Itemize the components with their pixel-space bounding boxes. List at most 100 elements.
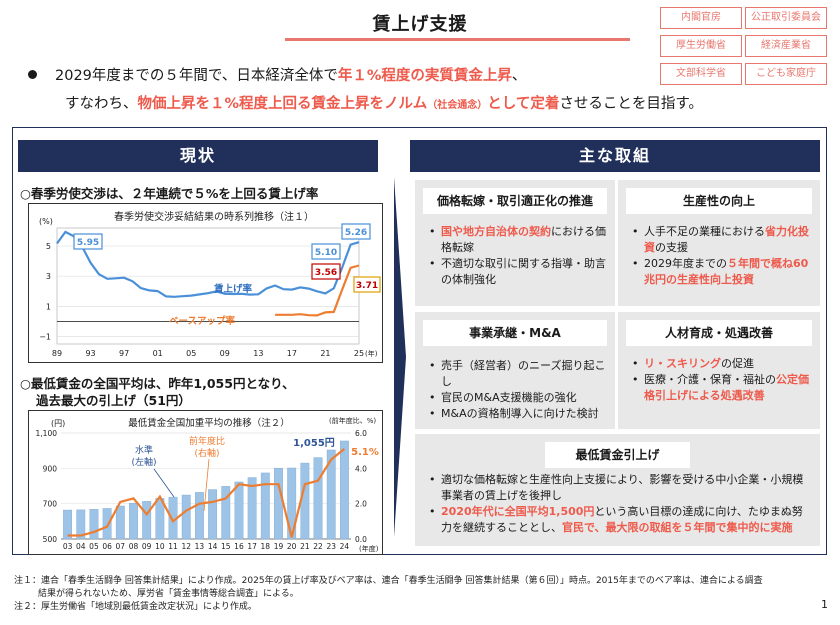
bar-22 [313, 457, 323, 540]
intro-highlight: として定着 [487, 96, 560, 112]
main-frame [12, 127, 827, 555]
bar-12 [181, 494, 191, 540]
panel-bullet: M&Aの資格制導入に向けた検討 [429, 406, 607, 422]
y-tick-label: −1 [39, 332, 51, 341]
current-status-header: 現状 [18, 140, 378, 172]
legend-base: ベースアップ率 [169, 315, 236, 327]
legend-line: 前年度比 [189, 435, 225, 447]
data-label-box [341, 223, 371, 240]
panel-bullet: 人手不足の業種における省力化投資の支援 [632, 224, 812, 256]
x-tick-label: 14 [208, 542, 218, 551]
bar-16 [234, 481, 244, 540]
bar-21 [300, 462, 310, 540]
panel-minimum-wage: 最低賃金引上げ 適切な価格転嫁と生産性向上支援により、影響を受ける中小企業・小規… [415, 434, 820, 546]
intro-text: させることを目指す。 [559, 96, 703, 112]
bar-08 [129, 502, 138, 540]
wage-chart-box: 春季労使交渉妥結結果の時系列推移（注１） (%) (年) 5 3 1 −1 89 93 97… [28, 203, 383, 363]
x-tick-label: 23 [326, 542, 336, 551]
data-label-box [311, 263, 341, 280]
intro-line-1: 2029年度までの５年間で、日本経済全体で年１%程度の実質賃金上昇、 [55, 64, 526, 85]
legend-wage: 賃上げ率 [213, 283, 253, 295]
panel-bullet: 2020年代に全国平均1,500円という高い目標の達成に向け、たゆまぬ努力を継続… [429, 504, 812, 536]
bar-10 [155, 498, 165, 540]
footnotes: 注１：連合「春季生活闘争 回答集計結果」により作成。2025年の賃上げ率及びベア… [14, 575, 763, 614]
intro-highlight-small: （社会通念） [427, 100, 488, 111]
panel-bullet: 官民のM&A支援機能の強化 [429, 390, 607, 406]
panel-bullet: 国や地方自治体の契約における価格転嫁 [429, 224, 607, 256]
y-tick-label: 3 [46, 272, 51, 281]
x-tick-label: 13 [195, 542, 205, 551]
panel-productivity: 生産性の向上 人手不足の業種における省力化投資の支援 2029年度までの５年間で… [618, 180, 820, 306]
y-axis-left-label: (円) [51, 419, 65, 428]
panel-title: 事業承継・M&A [423, 320, 607, 346]
y-right-tick-label: 6.0 [355, 429, 367, 438]
legend-line-pointer [203, 458, 210, 512]
bullet-text: 官民のM&A支援機能の強化 [441, 391, 577, 404]
legend-bar-sub: (左軸) [131, 456, 156, 468]
ministry-tag: 公正取引委員会 [745, 7, 827, 29]
panel-bullet: 適切な価格転嫁と生産性向上支援により、影響を受ける中小企業・小規模事業者の賃上げ… [429, 472, 812, 504]
panel-bullet: リ・スキリングの促進 [632, 356, 812, 372]
intro-text: 、 [511, 68, 527, 84]
bar-03 [63, 509, 73, 540]
x-tick-label: 09 [220, 349, 230, 358]
chart-title: 最低賃金全国加重平均の推移（注２） [128, 417, 290, 429]
bar-06 [102, 508, 112, 540]
panel-title: 価格転嫁・取引適正化の推進 [423, 188, 607, 214]
bar-24 [339, 440, 349, 540]
bullet-text: 人手不足の業種における [644, 225, 765, 238]
transition-arrow-icon [394, 177, 406, 537]
x-tick-label: 01 [153, 349, 163, 358]
page-number: 1 [821, 598, 828, 611]
bar-07 [115, 505, 125, 540]
ministry-tag: 経済産業省 [745, 35, 827, 57]
y-left-tick-label: 1,100 [36, 429, 58, 438]
section-minwage-label-2: 過去最大の引上げ（51円） [36, 393, 191, 408]
x-tick-label: 93 [85, 349, 95, 358]
x-tick-label: 19 [274, 542, 284, 551]
bullet-text: 適切な価格転嫁と生産性向上支援により、影響を受ける中小企業・小規模事業者の賃上げ… [441, 473, 804, 502]
footnote-1-cont: 結果が得られないため、厚労省「賃金事情等総合調査」による。 [38, 589, 299, 599]
x-tick-label: 21 [300, 542, 310, 551]
x-tick-label: 24 [340, 542, 350, 551]
x-tick-label: 22 [313, 542, 323, 551]
x-tick-label: 03 [63, 542, 73, 551]
bullet-text: という高い目標の達成に向け、たゆまぬ努力を継続することとし、 [441, 505, 803, 534]
series-line-wage [56, 230, 360, 298]
wage-chart: 春季労使交渉妥結結果の時系列推移（注１） (%) (年) 5 3 1 −189 93 97… [39, 210, 381, 358]
x-tick-label: 11 [168, 542, 178, 551]
y-tick-label: 1 [46, 302, 51, 311]
section-minwage-label-1: ○最低賃金の全国平均は、昨年1,055円となり、 [20, 376, 295, 391]
data-label-1055: 1,055円 [293, 437, 335, 449]
legend-bar: 水準 [135, 444, 153, 456]
x-tick-label: 04 [76, 542, 86, 551]
bar-15 [221, 486, 231, 540]
bar-14 [208, 489, 218, 540]
x-tick-label: 07 [116, 542, 126, 551]
bar-17 [247, 477, 257, 540]
y-left-tick-label: 500 [43, 535, 58, 544]
ministry-tag: 文部科学省 [660, 63, 742, 85]
data-label-box [73, 233, 103, 250]
x-axis-label: (年度) [359, 544, 379, 553]
highlight-text: リ・スキリング [644, 357, 721, 370]
y-axis-right-label: (前年度比、%) [329, 416, 376, 425]
y-right-tick-label: 4.0 [355, 464, 367, 473]
x-tick-label: 09 [142, 542, 152, 551]
bullet-text: の支援 [655, 241, 688, 254]
x-tick-label: 05 [186, 349, 196, 358]
y-left-tick-label: 900 [43, 464, 58, 473]
intro-text: 2029年度までの５年間で、日本経済全体で [55, 68, 338, 84]
bar-18 [260, 472, 270, 540]
data-label: 5.26 [345, 228, 367, 238]
data-label: 3.71 [356, 281, 378, 291]
y-right-tick-label: 0.0 [355, 535, 367, 544]
highlight-text: 官民で、最大限の取組を５年間で集中的に実施 [562, 521, 793, 534]
intro-highlight: 年１%程度の実質賃金上昇 [337, 68, 512, 84]
highlight-text: 2020年代に全国平均1,500円 [441, 505, 595, 518]
highlight-text: ５年間で概ね60兆円の生産性向上投資 [644, 257, 809, 286]
series-line-base [275, 264, 360, 317]
panel-succession: 事業承継・M&A 売手（経営者）のニーズ掘り起こし 官民のM&A支援機能の強化 … [415, 312, 615, 429]
y-left-tick-label: 700 [43, 500, 58, 509]
data-label: 5.95 [77, 238, 99, 248]
